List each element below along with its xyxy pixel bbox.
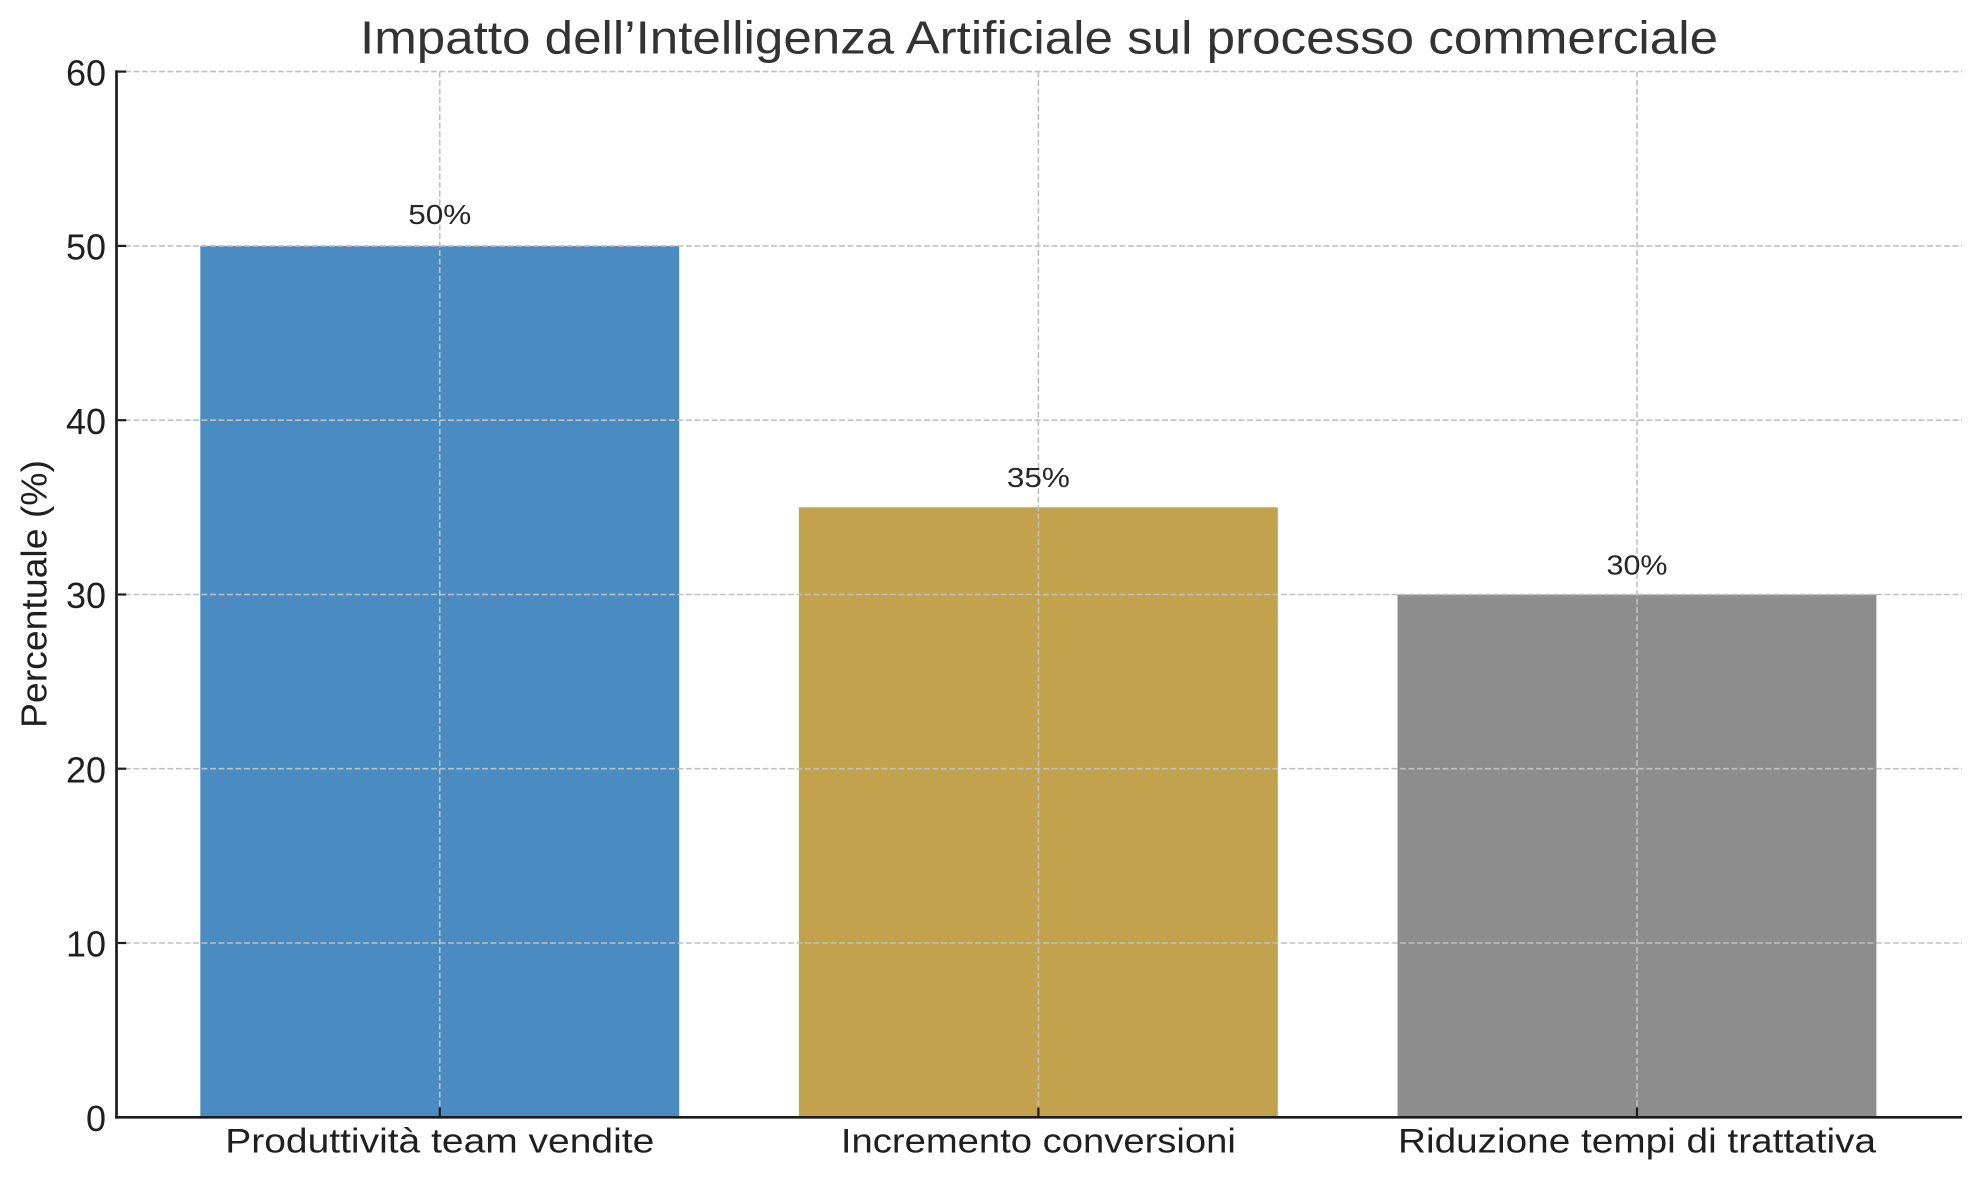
svg-text:20: 20 bbox=[66, 749, 106, 790]
svg-text:50%: 50% bbox=[408, 199, 471, 230]
svg-text:30: 30 bbox=[66, 575, 106, 616]
svg-text:30%: 30% bbox=[1607, 550, 1668, 581]
svg-text:10: 10 bbox=[66, 924, 106, 965]
svg-text:Incremento conversioni: Incremento conversioni bbox=[841, 1123, 1236, 1161]
svg-text:40: 40 bbox=[66, 401, 106, 442]
svg-text:50: 50 bbox=[66, 227, 106, 268]
svg-text:Produttività team vendite: Produttività team vendite bbox=[225, 1123, 654, 1161]
svg-text:35%: 35% bbox=[1007, 462, 1070, 493]
svg-text:Riduzione tempi di trattativa: Riduzione tempi di trattativa bbox=[1398, 1123, 1876, 1161]
svg-text:Percentuale (%): Percentuale (%) bbox=[14, 460, 55, 728]
svg-text:0: 0 bbox=[86, 1098, 106, 1139]
svg-text:60: 60 bbox=[66, 52, 106, 93]
svg-text:Impatto dell’Intelligenza Arti: Impatto dell’Intelligenza Artificiale su… bbox=[360, 12, 1718, 64]
